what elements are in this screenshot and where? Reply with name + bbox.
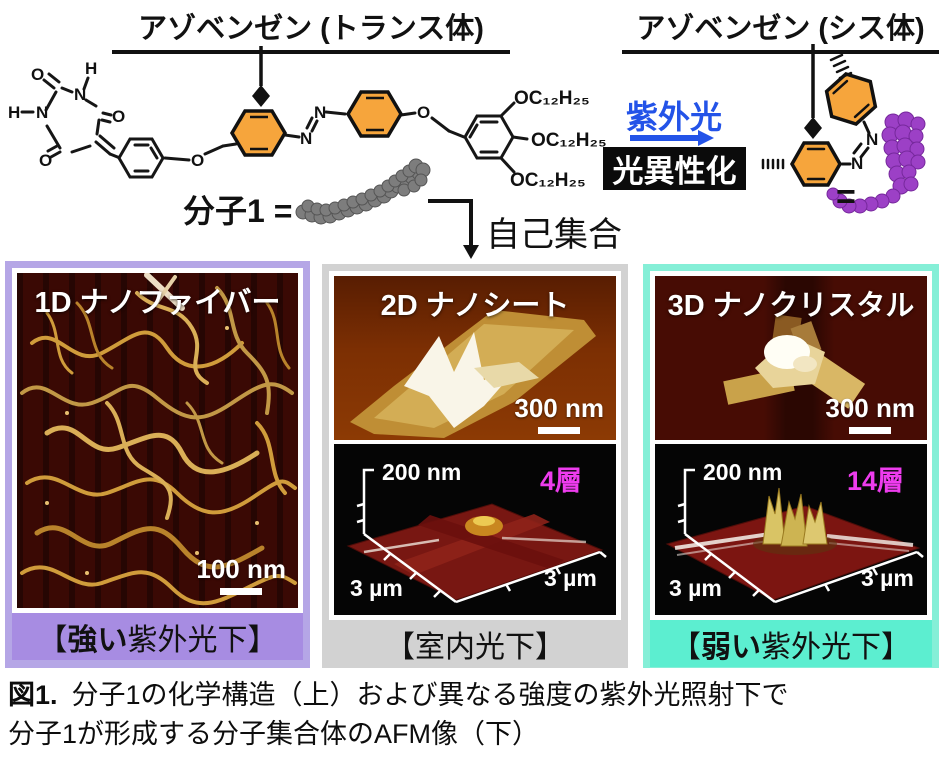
x-axis-label: 3 µm <box>350 575 403 601</box>
caption-strong: 強い <box>67 623 128 657</box>
atom-label: N <box>36 103 48 122</box>
atom-label: N <box>74 85 86 104</box>
scalebar-icon <box>220 588 263 595</box>
scalebar-2d: 300 nm <box>514 393 604 434</box>
cis-diamond-arrow-icon <box>804 117 822 139</box>
atom-label: O <box>417 103 430 122</box>
afm-image-3d: 3D ナノクリスタル 300 nm <box>655 276 927 440</box>
scalebar-icon <box>849 427 892 434</box>
caption-bracket: 【 <box>671 630 701 664</box>
figure-number-label: 図1. <box>8 680 58 710</box>
figure-caption: 図1. 分子1の化学構造（上）および異なる強度の紫外光照射下で 分子1が形成する分… <box>8 676 936 754</box>
panel-3d-title: 3D ナノクリスタル <box>667 290 915 322</box>
trans-azobenzene-title: アゾベンゼン (トランス体) <box>112 5 510 54</box>
scalebar-label: 100 nm <box>196 554 286 584</box>
panel-1d-caption: 【強い 紫外光下】 <box>12 613 303 660</box>
cis-spacefill-model <box>826 111 926 214</box>
alkoxy-label: OC₁₂H₂₅ <box>510 170 586 191</box>
panel-2d-title: 2D ナノシート <box>380 290 570 322</box>
z-axis-label: 200 nm <box>382 459 461 485</box>
y-axis-label: 3 µm <box>544 565 597 591</box>
cis-structure <box>761 53 878 187</box>
x-axis-label: 3 µm <box>669 575 722 601</box>
photoisomerization-badge: 光異性化 <box>603 147 746 190</box>
nanocrystal-texture <box>723 314 866 409</box>
alkoxy-label: OC₁₂H₂₅ <box>514 88 590 109</box>
atom-label: O <box>39 151 52 170</box>
cis-equals-label: = <box>836 178 856 216</box>
afm-3d-render: 200 nm 14層 3 µm 3 µm <box>665 459 924 604</box>
afm-image-1d: 1D ナノファイバー 100 nm <box>17 273 298 608</box>
layer-count-label: 4層 <box>540 466 582 496</box>
atom-label: O <box>31 65 44 84</box>
scalebar-label: 300 nm <box>514 393 604 423</box>
reaction-scheme-drawing: O H N H N O O O N N O OC₁₂H₂₅ OC₁₂H₂₅ OC… <box>8 44 926 259</box>
afm-3d-render: 200 nm 4層 3 µm 3 µm <box>346 459 607 604</box>
scalebar-3d: 300 nm <box>825 393 915 434</box>
caption-bracket: 【 <box>37 623 68 657</box>
layer-count-label: 14層 <box>847 466 904 496</box>
atom-label: N <box>866 130 878 149</box>
scalebar-icon <box>538 427 581 434</box>
panel-2d-nanosheet: 2D ナノシート 300 nm <box>322 264 628 668</box>
caption-strong: 弱い <box>701 630 761 664</box>
cis-azobenzene-title: アゾベンゼン (シス体) <box>622 5 939 54</box>
afm-3d-view-3d: 200 nm 14層 3 µm 3 µm <box>655 444 927 615</box>
self-assembly-label: 自己集合 <box>486 216 622 254</box>
panel-1d-frame: 1D ナノファイバー 100 nm <box>12 268 303 613</box>
figure-caption-line2: 分子1が形成する分子集合体のAFM像（下） <box>8 719 540 749</box>
y-axis-label: 3 µm <box>861 565 914 591</box>
atom-label: N <box>300 129 312 148</box>
panel-2d-caption: 【室内光下】 <box>329 620 621 667</box>
self-assembly-arrowhead-icon <box>463 245 479 259</box>
atom-label: O <box>191 151 204 170</box>
nanosheet-texture <box>350 310 596 438</box>
caption-bracket: 【 <box>385 630 415 664</box>
panel-2d-frame: 2D ナノシート 300 nm <box>329 271 621 620</box>
photoisomerization-label: 光異性化 <box>612 154 737 189</box>
caption-rest: 室内光下】 <box>415 630 565 664</box>
panel-3d-frame: 3D ナノクリスタル 300 nm <box>650 271 932 620</box>
afm-3d-axes <box>356 468 607 604</box>
afm-3d-axes <box>677 468 924 604</box>
afm-3d-view-2d: 200 nm 4層 3 µm 3 µm <box>334 444 616 615</box>
caption-rest: 紫外光下】 <box>127 623 278 657</box>
scalebar-1d: 100 nm <box>196 554 286 595</box>
trans-diamond-arrow-icon <box>252 85 270 107</box>
uv-arrow <box>630 130 714 146</box>
caption-rest: 紫外光下】 <box>761 630 911 664</box>
azobenzene-ring-trans-1 <box>229 109 288 157</box>
uv-light-label: 紫外光 <box>626 99 723 135</box>
molecule1-spacefill-model <box>295 158 431 225</box>
nanofiber-texture <box>20 273 297 606</box>
atom-label: H <box>8 103 20 122</box>
atom-label: N <box>314 103 326 122</box>
afm-image-2d: 2D ナノシート 300 nm <box>334 276 616 440</box>
atom-label: H <box>85 59 97 78</box>
molecule1-structure <box>20 72 529 179</box>
molecule1-equals-label: 分子1 = <box>183 193 293 229</box>
panel-3d-nanocrystal: 3D ナノクリスタル 300 nm <box>643 264 939 668</box>
self-assembly-arrow <box>428 199 473 245</box>
z-axis-label: 200 nm <box>703 459 782 485</box>
scalebar-label: 300 nm <box>825 393 915 423</box>
figure-caption-line1: 分子1の化学構造（上）および異なる強度の紫外光照射下で <box>71 680 789 710</box>
panel-1d-title: 1D ナノファイバー <box>34 287 281 319</box>
alkoxy-label: OC₁₂H₂₅ <box>531 130 607 151</box>
atom-label: O <box>112 107 125 126</box>
azobenzene-ring-trans-2 <box>345 90 404 138</box>
panel-3d-caption: 【弱い 紫外光下】 <box>650 620 932 667</box>
atom-label: N <box>851 154 863 173</box>
panel-1d-nanofiber: 1D ナノファイバー 100 nm 【強い 紫外光下】 <box>5 261 310 668</box>
